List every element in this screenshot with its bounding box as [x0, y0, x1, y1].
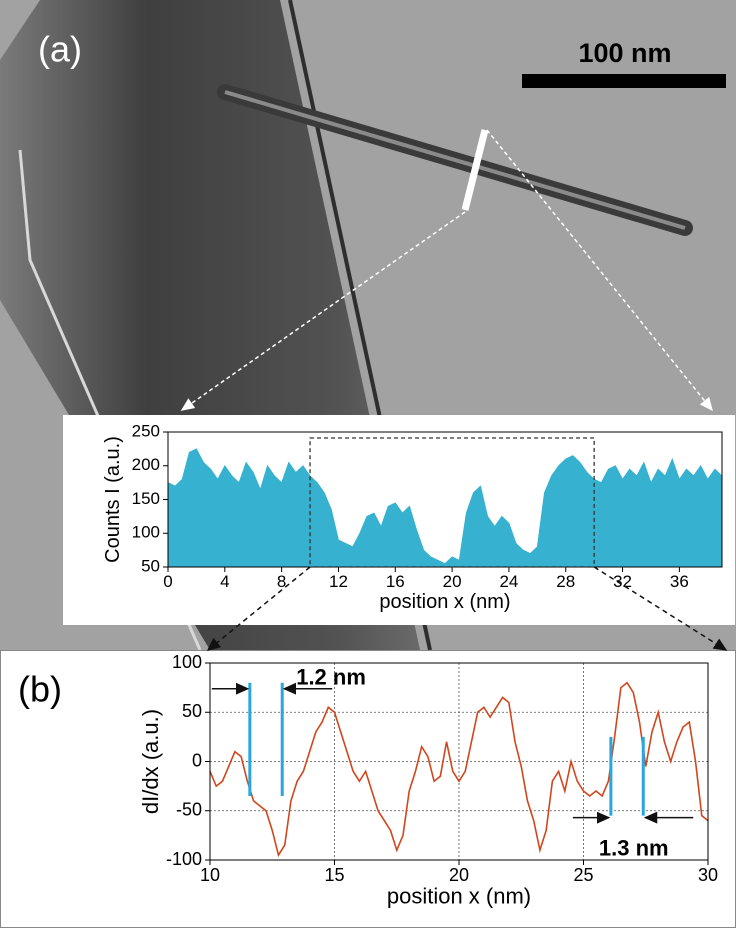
x-tick-label: 25: [573, 865, 593, 885]
x-tick-label: 0: [163, 572, 172, 591]
x-axis-label: position x (nm): [387, 884, 531, 909]
figure: (a) 100 nm 50100150200250048121620242832…: [0, 0, 736, 928]
scale-bar-label: 100 nm: [578, 38, 671, 68]
y-tick-label: -100: [166, 849, 202, 869]
y-axis-label: Counts I (a.u.): [102, 436, 124, 563]
x-tick-label: 15: [324, 865, 344, 885]
panel-b: [1, 651, 736, 928]
x-tick-label: 28: [556, 572, 575, 591]
y-tick-label: 200: [132, 455, 160, 474]
x-tick-label: 20: [443, 572, 462, 591]
annotation: 1.2 nm: [296, 665, 366, 690]
x-tick-label: 32: [613, 572, 632, 591]
x-tick-label: 20: [449, 865, 469, 885]
x-tick-label: 12: [329, 572, 348, 591]
x-tick-label: 16: [386, 572, 405, 591]
page: {"image": {"panel_label": "(a)", "scale_…: [0, 0, 736, 928]
x-tick-label: 36: [670, 572, 689, 591]
annotation: 1.3 nm: [599, 835, 669, 860]
panel-label: (b): [18, 669, 62, 710]
y-tick-label: 150: [132, 489, 160, 508]
scale-bar: [522, 74, 726, 88]
y-tick-label: 100: [132, 523, 160, 542]
y-axis-label: dI/dx (a.u.): [138, 709, 163, 814]
y-tick-label: -50: [176, 800, 202, 820]
panel-label: (a): [38, 29, 82, 70]
x-tick-label: 8: [277, 572, 286, 591]
y-tick-label: 250: [132, 421, 160, 440]
x-axis-label: position x (nm): [379, 591, 510, 613]
y-tick-label: 100: [172, 652, 202, 672]
x-tick-label: 30: [698, 865, 718, 885]
y-tick-label: 0: [192, 750, 202, 770]
x-tick-label: 10: [200, 865, 220, 885]
x-tick-label: 24: [499, 572, 518, 591]
x-tick-label: 4: [220, 572, 229, 591]
y-tick-label: 50: [141, 556, 160, 575]
y-tick-label: 50: [182, 701, 202, 721]
